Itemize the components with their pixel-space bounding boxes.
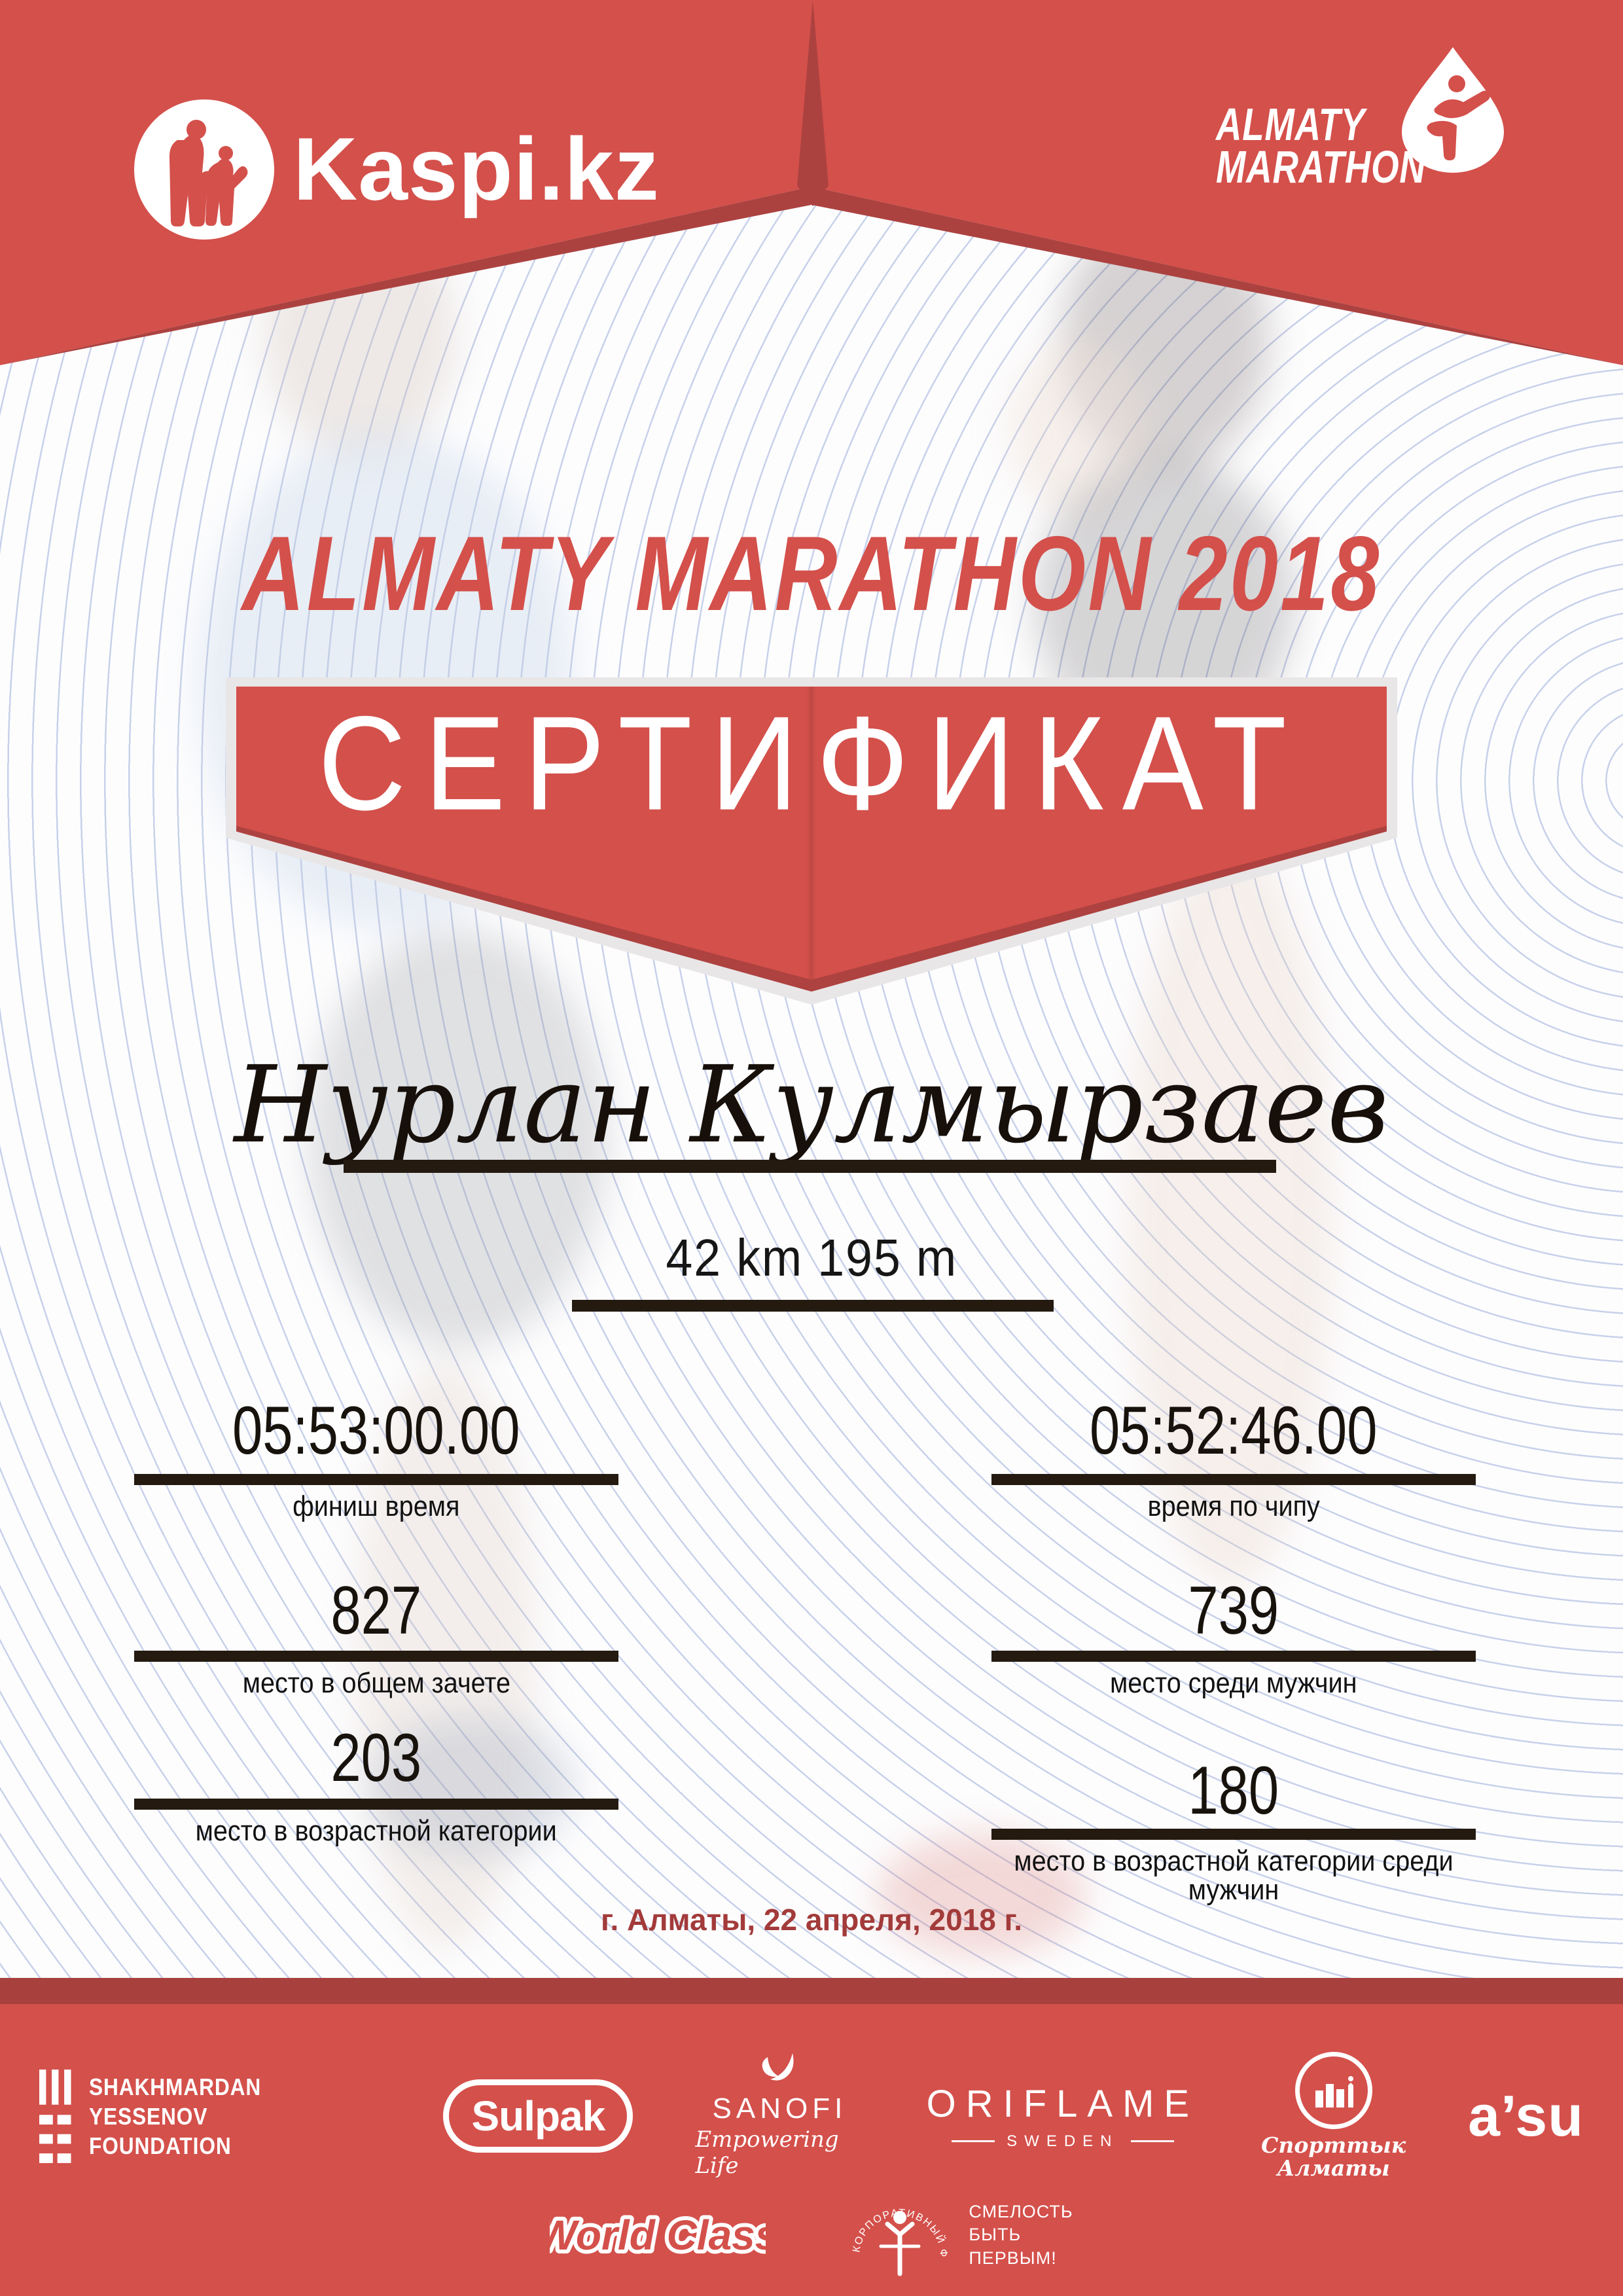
kaspi-family-icon	[169, 120, 248, 226]
runner-name: Нурлан Кулмырзаев	[234, 1044, 1389, 1167]
stat-underline	[991, 1651, 1476, 1662]
stat-underline	[134, 1799, 618, 1810]
sponsor-row-1: SHAKHMARDAN YESSENOV FOUNDATION Sulpak S…	[39, 2047, 1584, 2185]
sponsor-corporate-fund: КОРПОРАТИВНЫЙ ФОНД СМЕЛОСТЬ БЫТЬ ПЕРВЫМ!	[844, 2186, 1073, 2284]
fund-badge-icon: КОРПОРАТИВНЫЙ ФОНД	[844, 2186, 948, 2276]
sponsor-row-2: World Class КОРПОРАТИВНЫЙ ФОНД	[0, 2186, 1623, 2278]
kaspi-logo	[134, 99, 274, 240]
event-title: ALMATY MARATHON 2018	[241, 514, 1382, 633]
certificate-label: СЕРТИФИКАТ	[318, 689, 1305, 838]
yessenov-grid-icon	[39, 2070, 71, 2163]
sanofi-wordmark: SANOFI	[712, 2092, 847, 2125]
distance-underline	[572, 1300, 1054, 1312]
sponsor-world-class: World Class	[550, 2208, 766, 2263]
stat-underline	[991, 1829, 1476, 1840]
sanofi-tagline: Empowering Life	[695, 2126, 839, 2179]
sponsor-sporttyk-almaty: Спорттык Алматы	[1261, 2052, 1406, 2179]
sponsor-footer: SHAKHMARDAN YESSENOV FOUNDATION Sulpak S…	[0, 2004, 1623, 2296]
stat-underline	[134, 1474, 618, 1485]
almaty-marathon-wordmark: ALMATY MARATHON	[1216, 99, 1426, 193]
event-date: г. Алматы, 22 апреля, 2018 г.	[601, 1903, 1022, 1937]
race-distance: 42 km 195 m	[666, 1229, 957, 1287]
sponsor-yessenov-foundation: SHAKHMARDAN YESSENOV FOUNDATION	[39, 2061, 381, 2171]
almaty-marathon-runner-icon	[1389, 46, 1517, 174]
sponsor-asu: a’su	[1468, 2083, 1584, 2148]
sporttyk-emblem-icon	[1294, 2052, 1372, 2130]
sponsor-sanofi: SANOFI Empowering Life	[695, 2053, 864, 2179]
header-banner: Kaspi.kz ALMATY MARATHON	[0, 0, 1623, 406]
fund-slogan: СМЕЛОСТЬ БЫТЬ ПЕРВЫМ!	[969, 2202, 1073, 2268]
sponsor-oriflame: ORIFLAME SWEDEN	[927, 2082, 1200, 2151]
oriflame-sweden: SWEDEN	[952, 2132, 1174, 2151]
stat-underline	[991, 1474, 1476, 1485]
sanofi-bird-icon	[762, 2053, 794, 2081]
footer-top-strip	[0, 1978, 1623, 2004]
stat-underline	[134, 1651, 618, 1662]
kaspi-wordmark: Kaspi.kz	[293, 119, 660, 219]
yessenov-text: SHAKHMARDAN YESSENOV FOUNDATION	[89, 2073, 262, 2159]
sponsor-sulpak: Sulpak	[443, 2079, 633, 2153]
oriflame-wordmark: ORIFLAME	[926, 2082, 1200, 2125]
sporttyk-text: Спорттык Алматы	[1261, 2132, 1406, 2181]
name-underline	[344, 1160, 1276, 1173]
certificate-ribbon: СЕРТИФИКАТ	[226, 677, 1397, 1005]
svg-text:World Class: World Class	[550, 2212, 766, 2259]
